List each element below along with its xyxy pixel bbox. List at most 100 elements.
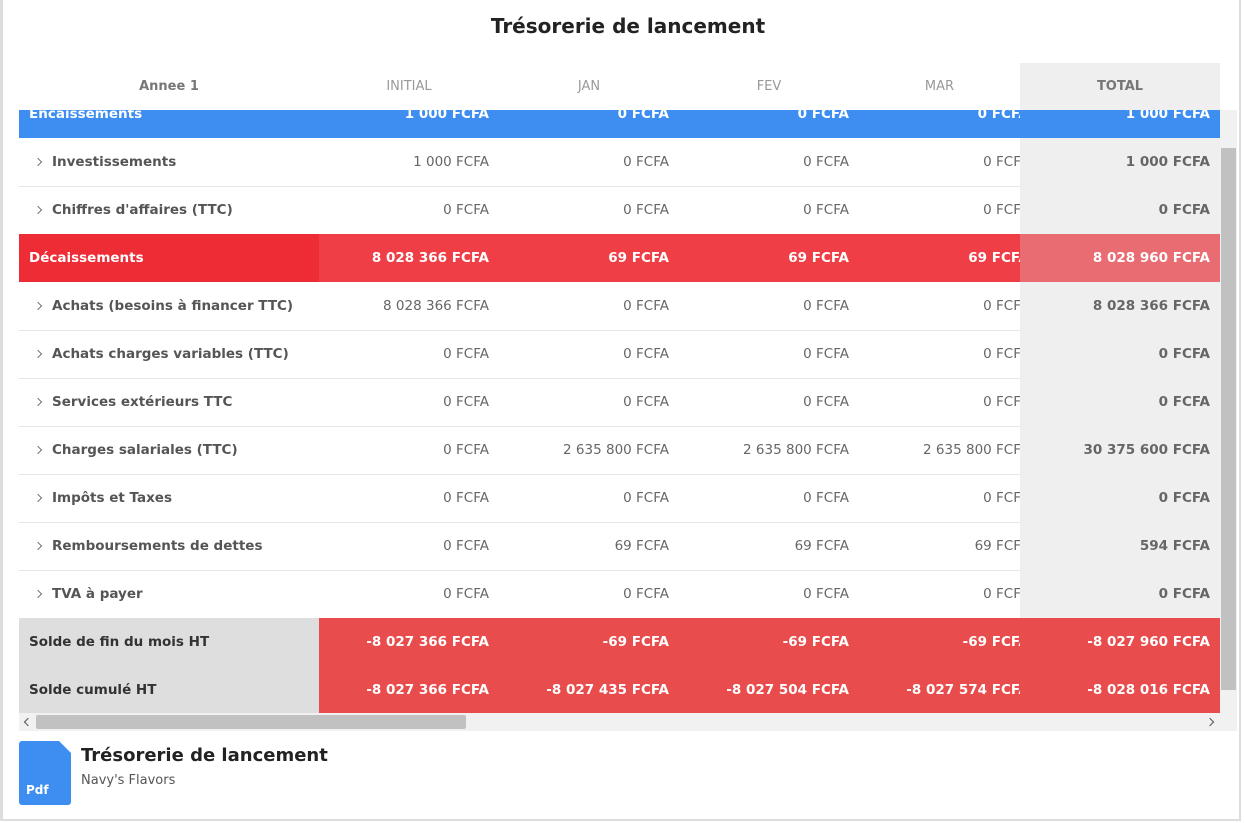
value-cell: 8 028 366 FCFA bbox=[383, 298, 489, 314]
row-label: TVA à payer bbox=[19, 570, 319, 618]
row-label: Solde cumulé HT bbox=[19, 666, 319, 713]
table-row[interactable]: Impôts et Taxes 0 FCFA 0 FCFA 0 FCFA 0 FCFA 0… bbox=[19, 474, 1220, 523]
table-row[interactable]: Chiffres d'affaires (TTC) 0 FCFA 0 FCFA 0 F… bbox=[19, 186, 1220, 235]
row-label: Impôts et Taxes bbox=[19, 474, 319, 522]
column-header: JAN bbox=[577, 79, 601, 94]
value-cell: 0 FCFA bbox=[623, 394, 669, 410]
total-cell: 30 375 600 FCFA bbox=[1020, 426, 1220, 474]
table-row[interactable]: Services extérieurs TTC 0 FCFA 0 FCFA 0 FCF… bbox=[19, 378, 1220, 427]
scroll-thumb[interactable] bbox=[1221, 148, 1236, 690]
row-label: Décaissements bbox=[19, 234, 319, 282]
total-cell: 0 FCFA bbox=[1020, 378, 1220, 426]
file-title[interactable]: Trésorerie de lancement bbox=[81, 745, 328, 766]
value-cell: -8 027 366 FCFA bbox=[319, 618, 499, 666]
value-cell: 0 FCFA bbox=[443, 586, 489, 602]
value-cell: 0 FCFA bbox=[859, 110, 1039, 138]
total-cell: 594 FCFA bbox=[1020, 522, 1220, 570]
value-cell: 1 000 FCFA bbox=[413, 154, 489, 170]
expand-chevron[interactable] bbox=[33, 445, 43, 455]
row-label: Services extérieurs TTC bbox=[19, 378, 319, 426]
value-cell: 0 FCFA bbox=[983, 346, 1029, 362]
page-title: Trésorerie de lancement bbox=[490, 14, 766, 38]
value-cell: 0 FCFA bbox=[623, 586, 669, 602]
row-label: Chiffres d'affaires (TTC) bbox=[19, 186, 319, 234]
expand-chevron[interactable] bbox=[33, 205, 43, 215]
value-cell: 8 028 366 FCFA bbox=[319, 234, 499, 282]
value-cell: 2 635 800 FCFA bbox=[743, 442, 849, 458]
value-cell: 0 FCFA bbox=[983, 394, 1029, 410]
total-cell: -8 027 960 FCFA bbox=[1020, 618, 1220, 666]
table-row[interactable]: Remboursements de dettes 0 FCFA 69 FCFA 69 … bbox=[19, 522, 1220, 571]
expand-chevron[interactable] bbox=[33, 493, 43, 503]
value-cell: 0 FCFA bbox=[443, 394, 489, 410]
value-cell: 0 FCFA bbox=[623, 298, 669, 314]
value-cell: 0 FCFA bbox=[803, 154, 849, 170]
value-cell: 1 000 FCFA bbox=[319, 110, 499, 138]
expand-chevron[interactable] bbox=[33, 157, 43, 167]
value-cell: 0 FCFA bbox=[983, 490, 1029, 506]
scroll-thumb[interactable] bbox=[36, 715, 466, 729]
row-label: Encaissements bbox=[19, 110, 319, 138]
table-row[interactable]: Investissements 1 000 FCFA 0 FCFA 0 FCFA 0 F… bbox=[19, 138, 1220, 187]
value-cell: 69 FCFA bbox=[859, 234, 1039, 282]
pdf-icon[interactable] bbox=[19, 741, 71, 805]
value-cell: -69 FCFA bbox=[679, 618, 859, 666]
expand-chevron[interactable] bbox=[33, 349, 43, 359]
value-cell: 0 FCFA bbox=[443, 442, 489, 458]
value-cell: 0 FCFA bbox=[803, 490, 849, 506]
value-cell: -8 027 435 FCFA bbox=[499, 666, 679, 713]
table-row: Solde de fin du mois HT -8 027 366 FCFA -6… bbox=[19, 618, 1220, 667]
value-cell: 69 FCFA bbox=[974, 538, 1029, 554]
value-cell: 0 FCFA bbox=[623, 202, 669, 218]
value-cell: 69 FCFA bbox=[794, 538, 849, 554]
value-cell: 69 FCFA bbox=[614, 538, 669, 554]
table-row[interactable]: Charges salariales (TTC) 0 FCFA 2 635 800 … bbox=[19, 426, 1220, 475]
row-label: Achats (besoins à financer TTC) bbox=[19, 282, 319, 330]
value-cell: 0 FCFA bbox=[803, 394, 849, 410]
expand-chevron[interactable] bbox=[33, 397, 43, 407]
expand-chevron[interactable] bbox=[33, 589, 43, 599]
total-cell: 8 028 366 FCFA bbox=[1020, 282, 1220, 330]
value-cell: 69 FCFA bbox=[679, 234, 859, 282]
table-row: Solde cumulé HT -8 027 366 FCFA -8 027 435… bbox=[19, 666, 1220, 713]
column-header: TOTAL bbox=[1096, 79, 1144, 94]
table-row[interactable]: Achats (besoins à financer TTC) 8 028 366… bbox=[19, 282, 1220, 331]
expand-chevron[interactable] bbox=[33, 301, 43, 311]
value-cell: -69 FCFA bbox=[859, 618, 1039, 666]
value-cell: 0 FCFA bbox=[803, 586, 849, 602]
value-cell: 2 635 800 FCFA bbox=[563, 442, 669, 458]
total-cell: 0 FCFA bbox=[1020, 570, 1220, 618]
value-cell: 0 FCFA bbox=[803, 202, 849, 218]
table-row: Décaissements 8 028 366 FCFA 69 FCFA 69 FCF… bbox=[19, 234, 1220, 282]
value-cell: 0 FCFA bbox=[623, 346, 669, 362]
column-header: FEV bbox=[756, 79, 782, 94]
table-row[interactable]: TVA à payer 0 FCFA 0 FCFA 0 FCFA 0 FCFA 0 FCF… bbox=[19, 570, 1220, 619]
value-cell: 0 FCFA bbox=[983, 202, 1029, 218]
value-cell: 0 FCFA bbox=[443, 490, 489, 506]
value-cell: 0 FCFA bbox=[499, 110, 679, 138]
value-cell: 0 FCFA bbox=[443, 202, 489, 218]
file-subtitle: Navy's Flavors bbox=[81, 773, 176, 788]
column-header: Annee 1 bbox=[139, 79, 199, 94]
value-cell: 0 FCFA bbox=[983, 586, 1029, 602]
value-cell: 0 FCFA bbox=[443, 538, 489, 554]
value-cell: -8 027 504 FCFA bbox=[679, 666, 859, 713]
value-cell: 0 FCFA bbox=[983, 298, 1029, 314]
value-cell: -8 027 366 FCFA bbox=[319, 666, 499, 713]
value-cell: -69 FCFA bbox=[499, 618, 679, 666]
expand-chevron[interactable] bbox=[33, 541, 43, 551]
value-cell: 2 635 800 FCFA bbox=[923, 442, 1029, 458]
total-cell: -8 028 016 FCFA bbox=[1020, 666, 1220, 713]
value-cell: 0 FCFA bbox=[443, 346, 489, 362]
value-cell: 0 FCFA bbox=[803, 346, 849, 362]
value-cell: 0 FCFA bbox=[623, 490, 669, 506]
row-label: Solde de fin du mois HT bbox=[19, 618, 319, 666]
table-row[interactable]: Achats charges variables (TTC) 0 FCFA 0 FC… bbox=[19, 330, 1220, 379]
total-cell: 0 FCFA bbox=[1020, 474, 1220, 522]
row-label: Remboursements de dettes bbox=[19, 522, 319, 570]
value-cell: 0 FCFA bbox=[803, 298, 849, 314]
column-header: INITIAL bbox=[386, 79, 432, 94]
row-label: Charges salariales (TTC) bbox=[19, 426, 319, 474]
